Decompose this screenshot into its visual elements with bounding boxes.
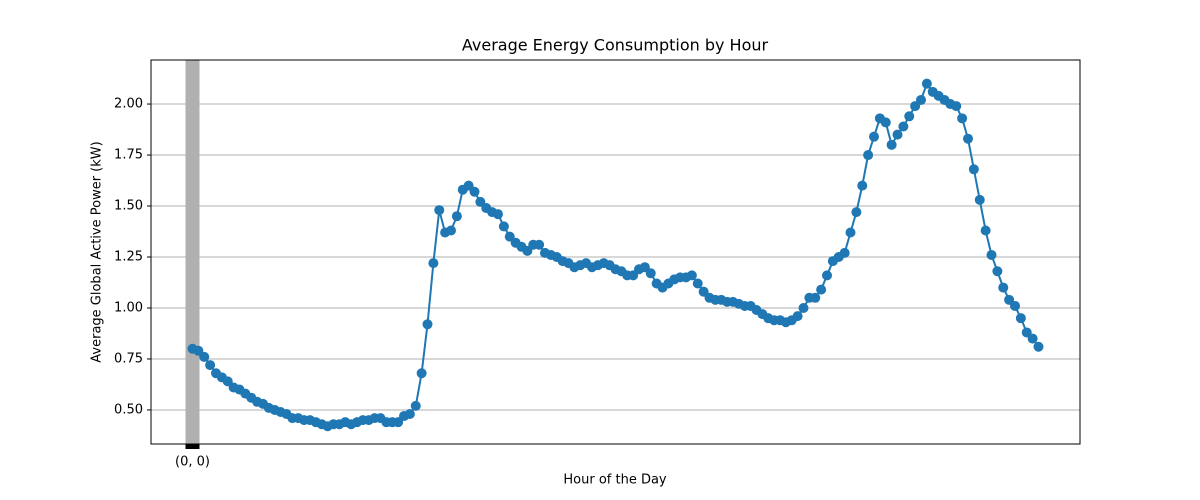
plot-frame <box>150 59 1081 445</box>
data-point <box>534 239 545 250</box>
data-point <box>963 133 973 144</box>
data-point <box>863 150 874 161</box>
data-point <box>916 94 926 105</box>
data-point <box>957 113 968 124</box>
data-point <box>839 247 850 258</box>
data-point <box>992 266 1003 277</box>
data-point <box>869 131 879 142</box>
highlight-band <box>185 60 200 444</box>
data-point <box>921 78 932 89</box>
data-point <box>451 211 462 222</box>
chart-title: Average Energy Consumption by Hour <box>462 36 769 55</box>
data-point <box>880 117 891 128</box>
data-point <box>422 319 433 330</box>
data-point <box>416 368 427 379</box>
data-point <box>446 225 456 236</box>
data-point <box>968 164 979 175</box>
x-tick <box>185 444 200 449</box>
y-tick-label: 1.50 <box>114 199 143 214</box>
data-point <box>410 400 421 411</box>
data-point <box>469 186 480 197</box>
data-point <box>692 278 703 289</box>
data-line <box>192 81 1040 428</box>
data-point <box>904 111 915 122</box>
data-point <box>851 207 862 218</box>
y-tick-label: 1.75 <box>114 148 143 163</box>
y-tick-label: 0.75 <box>114 351 143 366</box>
data-point <box>857 180 868 191</box>
data-point <box>822 270 832 281</box>
y-tick-label: 0.50 <box>114 402 143 417</box>
data-point <box>1027 333 1038 344</box>
data-point <box>493 209 503 220</box>
data-point <box>434 205 445 216</box>
data-point <box>686 270 697 281</box>
data-point <box>1010 300 1020 311</box>
data-point <box>898 121 909 132</box>
data-point <box>810 292 821 303</box>
data-point <box>199 351 210 362</box>
data-point <box>974 194 985 205</box>
data-point <box>205 360 216 371</box>
data-point <box>1015 313 1026 324</box>
data-point <box>980 225 991 236</box>
data-point <box>404 409 415 420</box>
y-tick-label: 2.00 <box>114 97 143 112</box>
y-tick-label: 1.00 <box>114 300 143 315</box>
y-tick-label: 1.25 <box>114 249 143 264</box>
data-point <box>1033 341 1044 352</box>
data-point <box>886 139 897 150</box>
data-point <box>951 101 962 112</box>
data-point <box>986 249 997 260</box>
x-tick-label: (0, 0) <box>175 455 210 470</box>
data-point <box>892 129 903 140</box>
data-point <box>645 268 656 279</box>
y-axis-label: Average Global Active Power (kW) <box>90 141 105 362</box>
data-point <box>816 284 827 295</box>
data-point <box>798 302 809 313</box>
data-point <box>845 227 856 238</box>
x-axis-label: Hour of the Day <box>563 473 667 488</box>
data-point <box>498 221 509 232</box>
data-point <box>998 282 1009 293</box>
data-point <box>792 311 803 322</box>
data-point <box>428 258 439 269</box>
